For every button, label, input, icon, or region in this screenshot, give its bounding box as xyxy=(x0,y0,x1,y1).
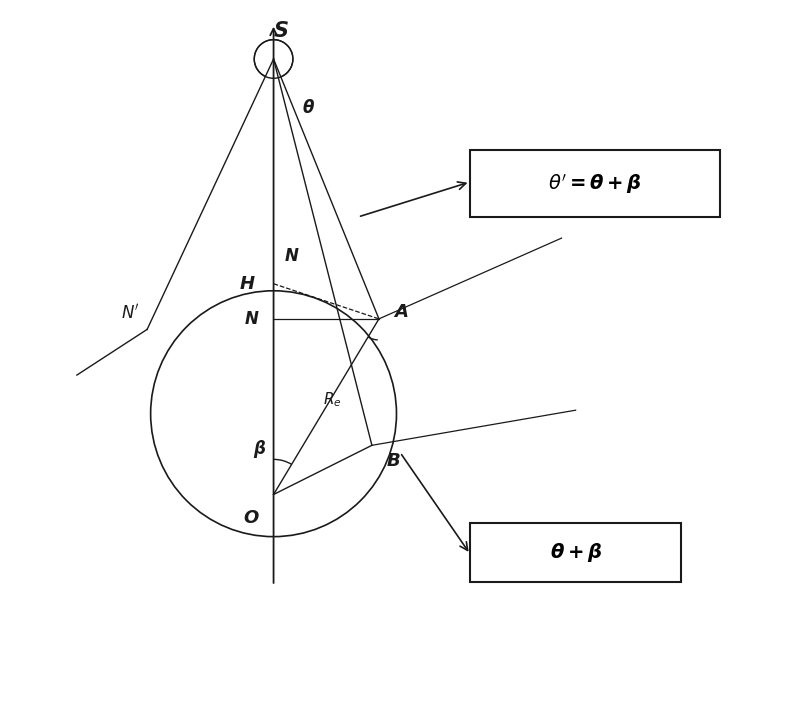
Text: $\boldsymbol{N}$: $\boldsymbol{N}$ xyxy=(244,310,259,328)
Text: $\boldsymbol{N}$: $\boldsymbol{N}$ xyxy=(284,246,300,265)
Text: $\boldsymbol{A}$: $\boldsymbol{A}$ xyxy=(393,303,409,321)
Text: $\boldsymbol{H}$: $\boldsymbol{H}$ xyxy=(239,275,256,292)
Text: $\boldsymbol{\theta' = \theta + \beta}$: $\boldsymbol{\theta' = \theta + \beta}$ xyxy=(548,171,642,195)
Text: $\boldsymbol{\beta}$: $\boldsymbol{\beta}$ xyxy=(254,438,266,459)
Bar xyxy=(470,150,720,217)
Text: $\boldsymbol{R_e}$: $\boldsymbol{R_e}$ xyxy=(322,390,342,409)
Text: $\boldsymbol{\theta}$: $\boldsymbol{\theta}$ xyxy=(302,99,314,117)
Text: $\boldsymbol{O}$: $\boldsymbol{O}$ xyxy=(243,508,259,527)
Bar xyxy=(470,523,681,582)
Text: $\boldsymbol{B}$: $\boldsymbol{B}$ xyxy=(386,452,401,470)
Text: $\boldsymbol{\theta + \beta}$: $\boldsymbol{\theta + \beta}$ xyxy=(550,541,602,564)
Text: $\boldsymbol{N'}$: $\boldsymbol{N'}$ xyxy=(122,304,140,322)
Text: $\boldsymbol{S}$: $\boldsymbol{S}$ xyxy=(273,21,289,41)
